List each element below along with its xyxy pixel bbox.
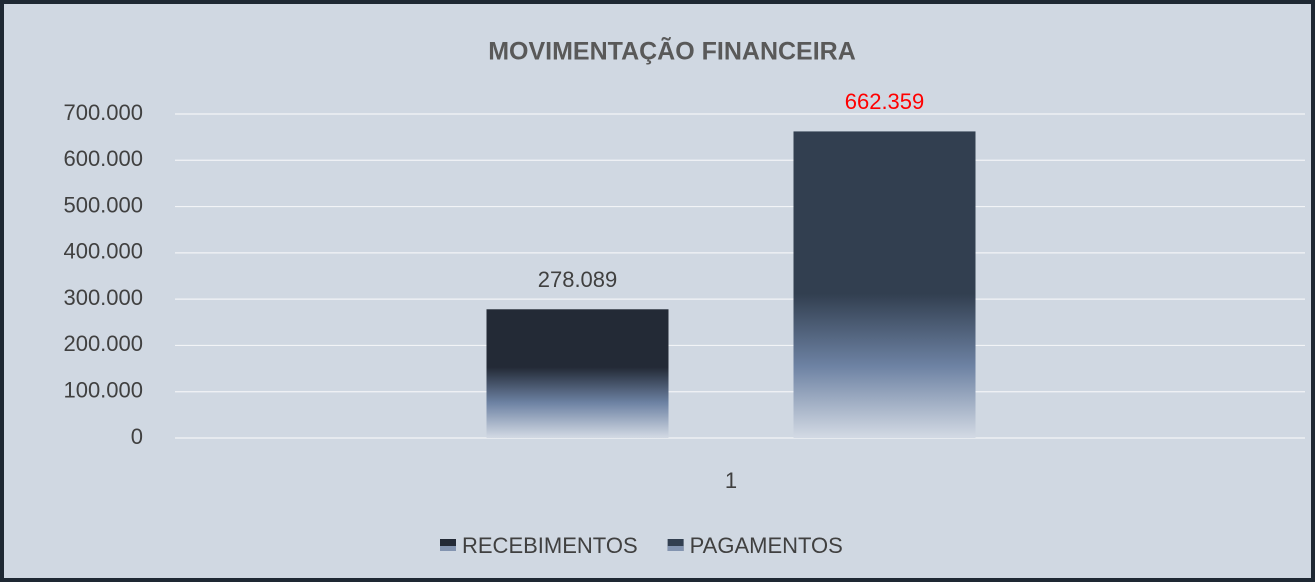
y-tick-label: 600.000 (63, 146, 143, 171)
y-tick-label: 500.000 (63, 192, 143, 217)
y-tick-label: 300.000 (63, 285, 143, 310)
y-tick-label: 200.000 (63, 331, 143, 356)
data-label: 662.359 (845, 89, 925, 114)
y-tick-label: 700.000 (63, 100, 143, 125)
bar (486, 309, 669, 438)
y-tick-label: 100.000 (63, 378, 143, 403)
x-tick-label: 1 (725, 468, 737, 493)
y-tick-label: 0 (131, 424, 143, 449)
y-tick-label: 400.000 (63, 239, 143, 264)
data-label: 278.089 (538, 267, 618, 292)
legend-label: RECEBIMENTOS (462, 533, 638, 558)
legend-label: PAGAMENTOS (690, 533, 843, 558)
bar (793, 131, 976, 438)
chart-title: MOVIMENTAÇÃO FINANCEIRA (488, 36, 856, 66)
